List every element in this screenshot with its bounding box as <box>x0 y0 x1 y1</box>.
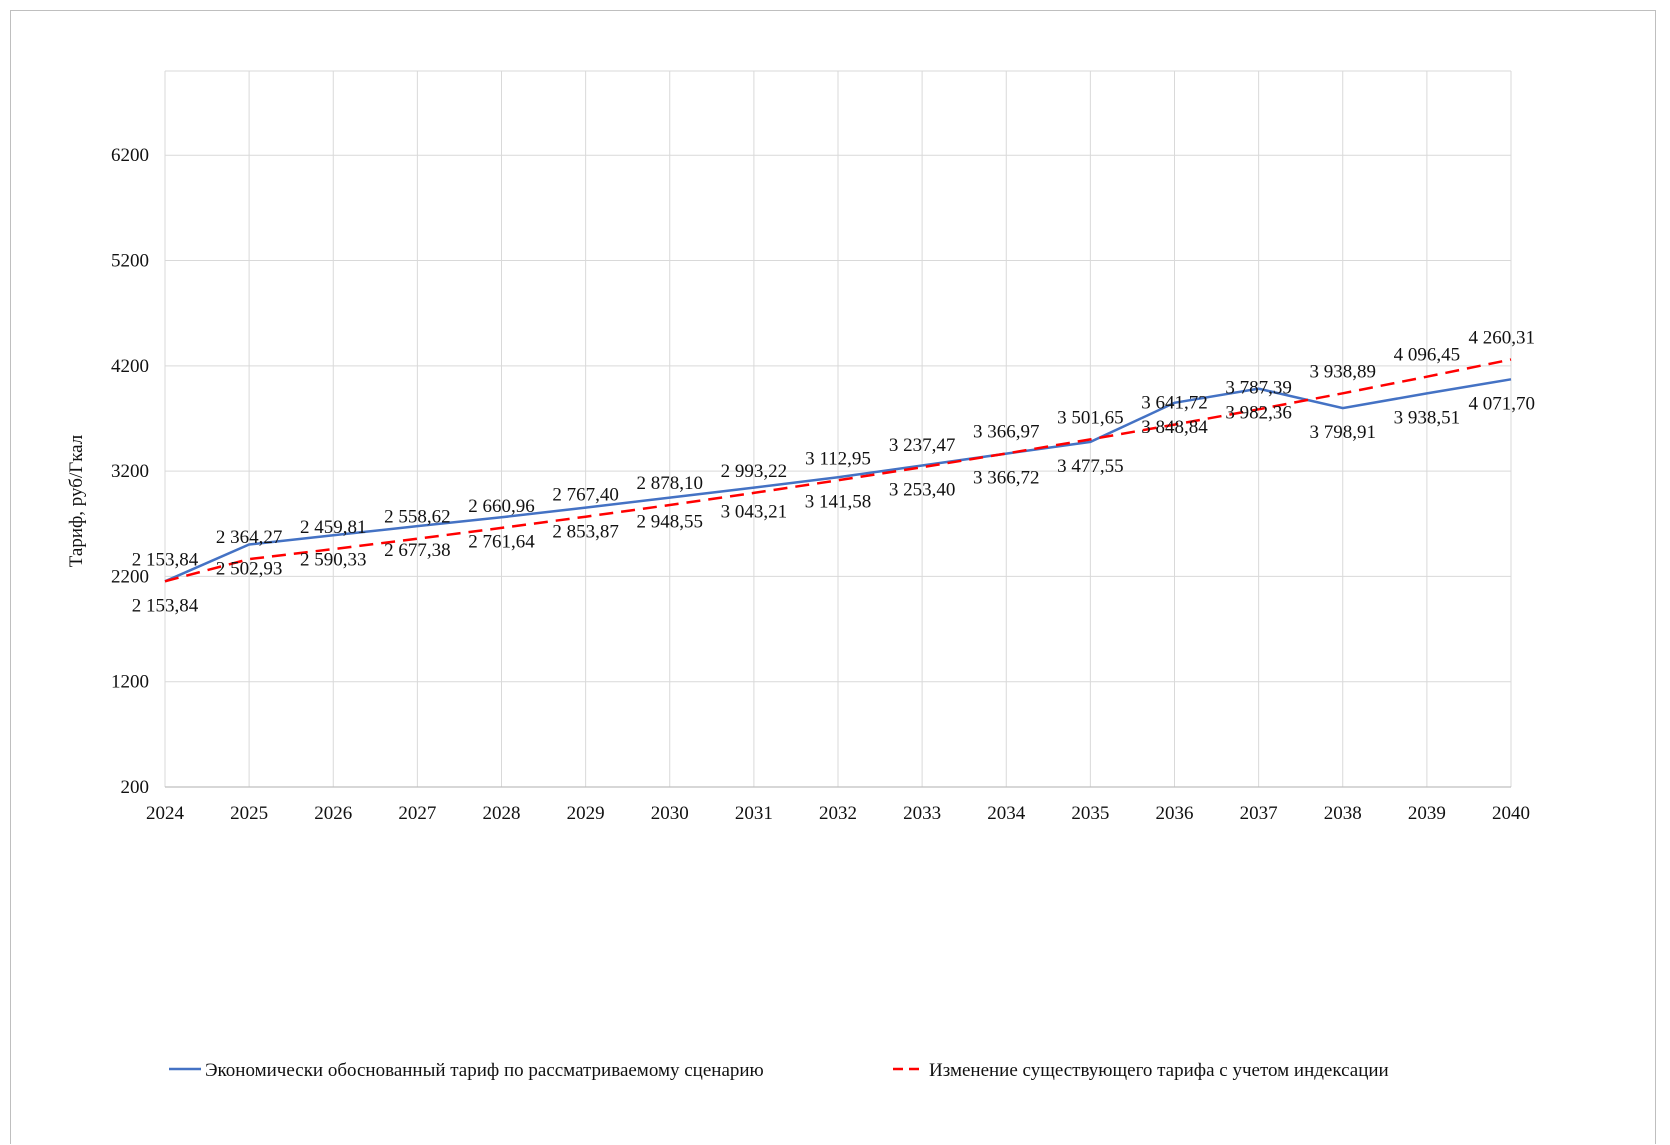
data-label-series-1: 4 071,70 <box>1469 393 1536 414</box>
data-label-series-2: 3 641,72 <box>1141 393 1208 414</box>
x-tick-label: 2031 <box>735 803 773 824</box>
data-label-series-1: 3 141,58 <box>805 491 872 512</box>
data-label-series-2: 2 878,10 <box>637 473 704 494</box>
data-label-series-1: 3 798,91 <box>1310 422 1377 443</box>
x-tick-label: 2027 <box>398 803 436 824</box>
x-tick-label: 2037 <box>1240 803 1278 824</box>
data-label-series-1: 3 043,21 <box>721 502 788 523</box>
data-label-series-1: 2 502,93 <box>216 559 283 580</box>
data-label-series-1: 2 948,55 <box>637 512 704 533</box>
data-label-series-2: 2 364,27 <box>216 527 283 548</box>
data-label-series-2: 2 558,62 <box>384 507 451 528</box>
data-label-series-1: 3 848,84 <box>1141 417 1208 438</box>
data-label-series-1: 2 677,38 <box>384 540 451 561</box>
data-label-series-1: 3 938,51 <box>1394 407 1461 428</box>
x-tick-label: 2039 <box>1408 803 1446 824</box>
data-label-series-2: 3 787,39 <box>1225 377 1292 398</box>
y-tick-label: 1200 <box>111 672 149 693</box>
data-label-series-2: 4 096,45 <box>1394 345 1461 366</box>
x-tick-label: 2038 <box>1324 803 1362 824</box>
data-label-series-1: 2 853,87 <box>552 522 619 543</box>
data-label-series-2: 3 938,89 <box>1310 361 1377 382</box>
x-tick-label: 2035 <box>1071 803 1109 824</box>
x-tick-label: 2024 <box>146 803 185 824</box>
data-label-series-2: 3 112,95 <box>805 448 871 469</box>
x-tick-label: 2033 <box>903 803 941 824</box>
chart-frame: 200 1200 2200 3200 4200 5200 6200 2024 2025 2026 2… <box>10 10 1656 1144</box>
series-layer <box>164 358 1512 583</box>
data-label-series-2: 2 660,96 <box>468 496 535 517</box>
data-label-series-2: 2 153,84 <box>132 549 199 570</box>
x-tick-label: 2025 <box>230 803 268 824</box>
x-tick-label: 2036 <box>1156 803 1194 824</box>
series-line-1 <box>164 378 1512 583</box>
data-label-series-1: 3 477,55 <box>1057 456 1124 477</box>
data-label-series-2: 3 237,47 <box>889 435 956 456</box>
y-axis-title: Тариф, руб/Гкал <box>66 434 87 567</box>
x-tick-label: 2040 <box>1492 803 1530 824</box>
data-label-series-2: 2 993,22 <box>721 461 788 482</box>
grid-layer <box>164 70 1512 788</box>
data-label-layer: 2 153,84 2 502,93 2 590,33 2 677,38 2 761,64… <box>132 327 1535 616</box>
data-label-series-1: 2 590,33 <box>300 549 367 570</box>
y-tick-label: 4200 <box>111 356 149 377</box>
y-tick-label: 3200 <box>111 461 149 482</box>
x-tick-label: 2032 <box>819 803 857 824</box>
data-label-series-2: 3 501,65 <box>1057 407 1124 428</box>
y-tick-label: 200 <box>121 777 150 798</box>
series-line-2 <box>164 358 1512 583</box>
data-label-series-1: 2 761,64 <box>468 531 535 552</box>
data-label-series-1: 3 253,40 <box>889 479 956 500</box>
x-tick-label: 2029 <box>567 803 605 824</box>
legend: Экономически обоснованный тариф по рассм… <box>169 1060 1389 1081</box>
x-tick-label: 2034 <box>987 803 1026 824</box>
data-label-series-1: 3 982,36 <box>1225 403 1292 424</box>
y-tick-label: 5200 <box>111 251 149 272</box>
data-label-series-2: 4 260,31 <box>1469 327 1536 348</box>
data-label-series-1: 2 153,84 <box>132 595 199 616</box>
y-tick-label: 2200 <box>111 566 149 587</box>
y-tick-label: 6200 <box>111 145 149 166</box>
data-label-series-2: 3 366,97 <box>973 422 1040 443</box>
tick-layer: 200 1200 2200 3200 4200 5200 6200 2024 2025 2026 2… <box>111 145 1530 824</box>
legend-label-series-2: Изменение существующего тарифа с учетом … <box>929 1060 1389 1081</box>
x-tick-label: 2030 <box>651 803 689 824</box>
legend-label-series-1: Экономически обоснованный тариф по рассм… <box>205 1060 764 1081</box>
data-label-series-1: 3 366,72 <box>973 468 1040 489</box>
x-tick-label: 2026 <box>314 803 352 824</box>
data-label-series-2: 2 767,40 <box>552 485 619 506</box>
x-tick-label: 2028 <box>483 803 521 824</box>
line-chart: 200 1200 2200 3200 4200 5200 6200 2024 2025 2026 2… <box>66 70 1535 1081</box>
data-label-series-2: 2 459,81 <box>300 517 367 538</box>
